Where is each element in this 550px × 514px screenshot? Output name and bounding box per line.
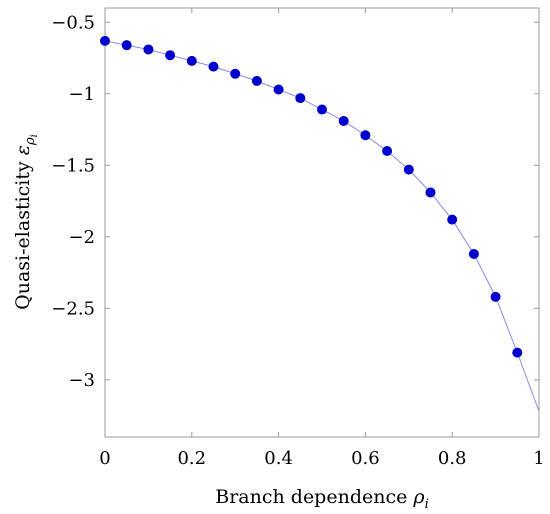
x-tick-label: 0.2 bbox=[177, 448, 206, 469]
x-tick-label: 0.4 bbox=[264, 448, 293, 469]
x-tick-label: 0.6 bbox=[351, 448, 380, 469]
data-point bbox=[251, 75, 262, 86]
data-point bbox=[317, 104, 327, 115]
data-point bbox=[468, 248, 479, 259]
y-tick-label: −1.5 bbox=[51, 155, 95, 176]
plot-area bbox=[104, 7, 540, 438]
data-point bbox=[165, 50, 176, 61]
y-tick-label: −0.5 bbox=[51, 12, 95, 33]
y-tick-label: −2.5 bbox=[51, 298, 95, 319]
fitted-curve bbox=[104, 40, 540, 412]
series-points-group bbox=[100, 35, 523, 358]
data-point bbox=[273, 84, 284, 95]
plot-frame bbox=[104, 7, 540, 438]
ticks bbox=[104, 8, 540, 437]
data-point bbox=[100, 35, 110, 46]
data-point bbox=[512, 347, 523, 358]
data-point bbox=[186, 55, 197, 66]
data-point bbox=[360, 130, 371, 141]
data-point bbox=[382, 146, 393, 156]
data-point bbox=[403, 164, 414, 175]
data-point bbox=[338, 115, 349, 126]
tick-labels: 0 0.2 0.4 0.6 0.8 1 −0.5 −1 −1.5 −2 −2.5 −3 bbox=[51, 12, 544, 469]
data-point bbox=[447, 214, 458, 225]
data-point bbox=[490, 291, 501, 302]
y-axis-label: Quasi-elasticity ερi bbox=[12, 134, 40, 310]
data-point bbox=[121, 40, 132, 51]
y-tick-label: −2 bbox=[68, 227, 95, 248]
x-tick-label: 0 bbox=[99, 448, 110, 469]
data-point bbox=[208, 61, 219, 72]
data-point bbox=[425, 187, 436, 198]
data-point bbox=[230, 68, 241, 79]
series-line-group bbox=[104, 40, 540, 412]
data-point bbox=[143, 44, 154, 55]
x-tick-label: 1 bbox=[533, 448, 544, 469]
y-tick-label: −3 bbox=[68, 370, 95, 391]
x-axis-label: Branch dependence ρi bbox=[215, 486, 429, 512]
x-tick-label: 0.8 bbox=[438, 448, 467, 469]
y-tick-label: −1 bbox=[68, 84, 95, 105]
data-point bbox=[295, 93, 306, 104]
